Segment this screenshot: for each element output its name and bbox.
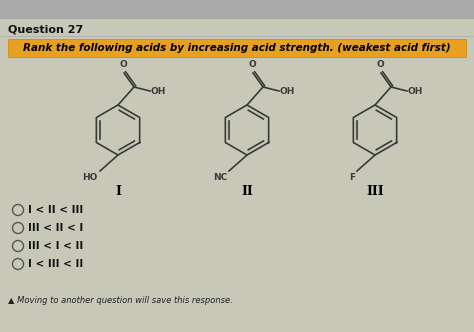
Bar: [0, 0, 474, 18]
Text: II: II: [241, 185, 253, 198]
Text: O: O: [376, 60, 384, 69]
Text: O: O: [119, 60, 127, 69]
Text: I: I: [115, 185, 121, 198]
Text: I < III < II: I < III < II: [28, 259, 83, 269]
Text: OH: OH: [151, 87, 166, 96]
Text: III < I < II: III < I < II: [28, 241, 83, 251]
Text: III: III: [366, 185, 384, 198]
Text: HO: HO: [82, 173, 98, 182]
Text: OH: OH: [408, 87, 423, 96]
Bar: [8, 39, 466, 57]
Text: III < II < I: III < II < I: [28, 223, 83, 233]
Text: NC: NC: [213, 173, 227, 182]
Text: Question 27: Question 27: [8, 25, 83, 35]
Text: ▲ Moving to another question will save this response.: ▲ Moving to another question will save t…: [8, 296, 233, 305]
Text: Rank the following acids by increasing acid strength. (weakest acid first): Rank the following acids by increasing a…: [23, 43, 451, 53]
Text: I < II < III: I < II < III: [28, 205, 83, 215]
Text: F: F: [349, 173, 355, 182]
Text: O: O: [248, 60, 256, 69]
Text: OH: OH: [280, 87, 295, 96]
